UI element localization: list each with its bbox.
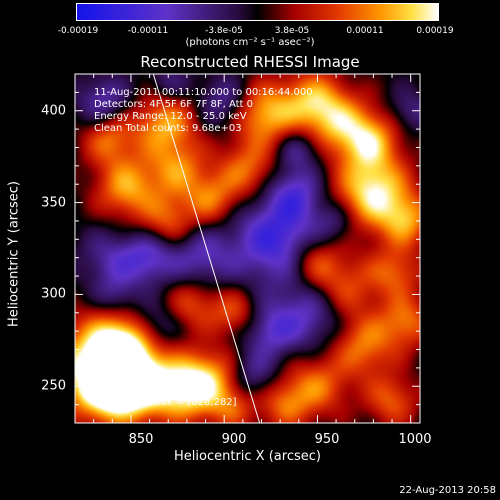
annotation-energy-range: Energy Range: 12.0 - 25.0 keV: [94, 111, 247, 122]
annotation-clean-counts: Clean Total counts: 9.68e+03: [94, 123, 242, 134]
colorbar-tick: 0.00019: [416, 26, 454, 36]
colorbar-tick: 0.00011: [346, 26, 384, 36]
colorbar: [76, 3, 439, 21]
y-axis-label: Heliocentric Y (arcsec): [7, 181, 22, 327]
plot-frame: [74, 73, 421, 424]
y-tick-label: 250: [41, 378, 66, 394]
annotation-time-range: 11-Aug-2011 00:11:10.000 to 00:16:44.000: [94, 87, 313, 98]
x-tick-label: 950: [314, 432, 340, 447]
colorbar-tick: -3.8e-05: [205, 26, 243, 36]
x-tick-label: 850: [128, 432, 154, 447]
annotation-peak-position: Position of Peak = [828,282]: [94, 397, 237, 408]
x-tick-label: 900: [221, 432, 247, 447]
colorbar-tick: 3.8e-05: [274, 26, 310, 36]
y-axis-label-text: Heliocentric Y (arcsec): [6, 181, 22, 327]
colorbar-tick: -0.00019: [57, 26, 99, 36]
timestamp: 22-Aug-2013 20:58: [399, 485, 496, 496]
heatmap-image: [75, 74, 420, 423]
chart-title: Reconstructed RHESSI Image: [140, 53, 360, 71]
x-tick-label: 1000: [398, 432, 432, 447]
y-tick-label: 350: [41, 195, 66, 211]
y-tick-label: 400: [41, 103, 66, 119]
colorbar-tick: -0.00011: [127, 26, 169, 36]
colorbar-unit-label: (photons cm⁻² s⁻¹ asec⁻²): [185, 37, 315, 48]
solar-limb-line: [152, 73, 261, 424]
x-axis-label: Heliocentric X (arcsec): [174, 449, 321, 464]
axis-ticks: [75, 73, 420, 423]
annotation-detectors: Detectors: 4F 5F 6F 7F 8F, Att 0: [94, 99, 254, 110]
y-tick-label: 300: [41, 286, 66, 302]
